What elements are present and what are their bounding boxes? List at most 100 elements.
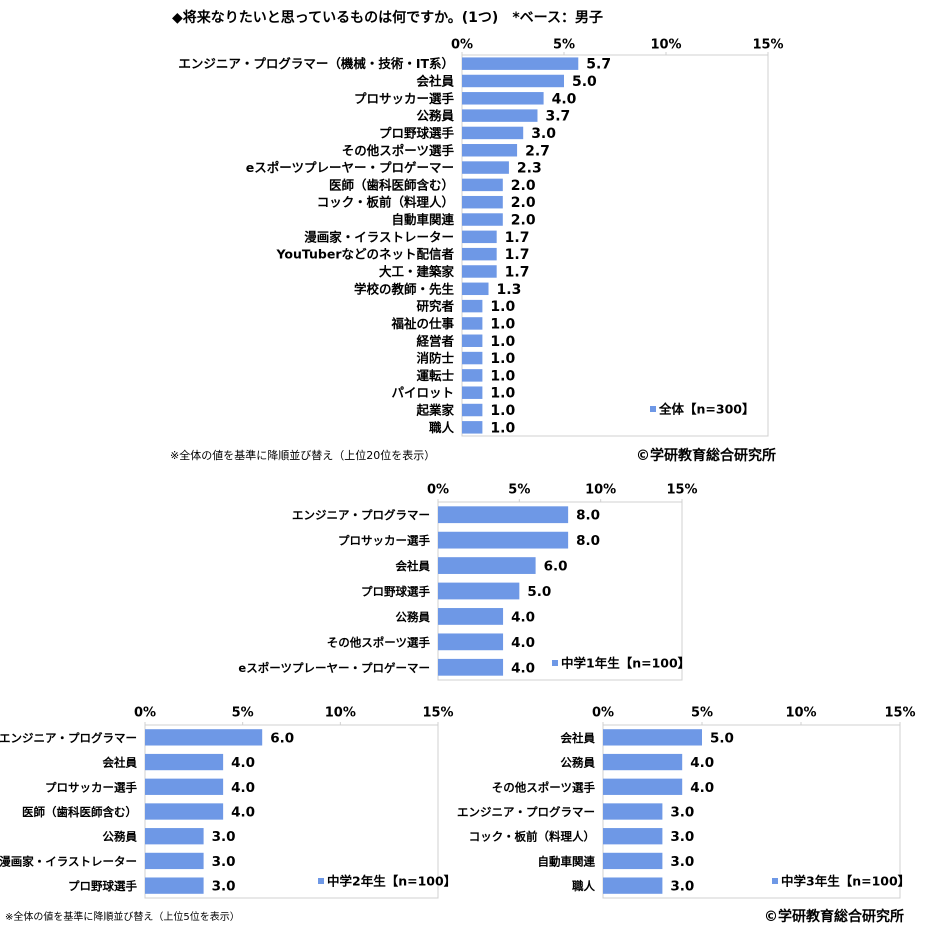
- y-tick-label: 公務員: [103, 830, 138, 844]
- y-tick-label: プロサッカー選手: [354, 91, 455, 106]
- bar: [438, 557, 536, 574]
- bar: [462, 74, 564, 88]
- value-label: 3.0: [531, 126, 556, 142]
- x-tick-label: 0%: [427, 483, 449, 498]
- value-label: 1.0: [490, 299, 515, 315]
- value-label: 1.7: [505, 247, 530, 263]
- value-label: 5.7: [586, 57, 611, 73]
- value-label: 4.0: [690, 755, 714, 771]
- value-label: 1.0: [490, 403, 515, 419]
- bar: [603, 753, 683, 771]
- bar: [145, 803, 224, 820]
- value-label: 6.0: [544, 559, 568, 575]
- y-tick-label: パイロット: [391, 385, 454, 400]
- plot-frame: [461, 54, 769, 437]
- bar: [462, 317, 483, 330]
- legend-marker: [650, 406, 656, 412]
- value-label: 4.0: [511, 635, 535, 651]
- x-tick-label: 10%: [325, 706, 356, 721]
- x-tick-label: 10%: [585, 483, 616, 498]
- y-tick-label: 漫画家・イラストレーター: [304, 229, 454, 244]
- bar: [462, 213, 503, 226]
- bar: [462, 178, 503, 192]
- value-label: 2.7: [525, 143, 550, 159]
- y-tick-label: eスポーツプレーヤー・プロゲーマー: [246, 160, 454, 175]
- bar: [462, 334, 483, 347]
- y-tick-label: YouTuberなどのネット配信者: [275, 247, 454, 262]
- x-tick-label: 15%: [422, 706, 453, 721]
- value-label: 8.0: [576, 508, 600, 524]
- y-tick-label: 運転士: [416, 368, 454, 383]
- bar: [603, 877, 663, 894]
- value-label: 1.0: [490, 316, 515, 332]
- bar: [603, 803, 663, 820]
- y-tick-label: eスポーツプレーヤー・プロゲーマー: [238, 661, 430, 675]
- credit: ©学研教育総合研究所: [636, 447, 776, 464]
- bar: [462, 92, 544, 105]
- value-label: 3.0: [670, 879, 694, 895]
- legend-label: 中学2年生【n=100】: [327, 874, 456, 889]
- value-label: 4.0: [231, 780, 255, 796]
- y-tick-label: エンジニア・プログラマー（機械・技術・IT系）: [178, 56, 454, 71]
- y-tick-label: 自動車関連: [538, 854, 596, 868]
- bar: [462, 57, 579, 70]
- y-tick-label: 漫画家・イラストレーター: [0, 854, 137, 868]
- value-label: 1.0: [490, 351, 515, 367]
- bar: [145, 828, 204, 845]
- bar: [462, 230, 497, 244]
- x-tick-label: 15%: [884, 706, 915, 721]
- legend-marker: [772, 878, 778, 884]
- y-tick-label: 消防士: [416, 351, 454, 366]
- bar: [462, 109, 538, 122]
- y-tick-label: プロサッカー選手: [45, 780, 137, 794]
- value-label: 8.0: [576, 533, 600, 549]
- x-tick-label: 5%: [553, 38, 575, 53]
- legend-label: 中学1年生【n=100】: [561, 656, 690, 671]
- bar: [462, 299, 483, 313]
- value-label: 5.0: [710, 730, 734, 746]
- y-tick-label: 自動車関連: [391, 212, 454, 227]
- bar: [462, 144, 518, 157]
- y-tick-label: その他スポーツ選手: [492, 780, 596, 794]
- value-label: 3.0: [212, 854, 236, 870]
- y-tick-label: プロ野球選手: [379, 125, 455, 140]
- y-tick-label: 起業家: [415, 403, 454, 418]
- y-tick-label: エンジニア・プログラマー: [292, 508, 430, 522]
- y-tick-label: 福祉の仕事: [390, 316, 454, 331]
- value-label: 3.0: [670, 854, 694, 870]
- bar: [438, 608, 504, 625]
- x-tick-label: 0%: [451, 38, 473, 53]
- y-tick-label: 会社員: [395, 559, 431, 573]
- bar: [438, 506, 569, 524]
- value-label: 3.0: [670, 805, 694, 821]
- bar: [603, 828, 663, 845]
- value-label: 1.3: [497, 282, 522, 298]
- bar: [462, 369, 483, 382]
- x-tick-label: 5%: [691, 706, 713, 721]
- bar: [438, 658, 504, 676]
- bar: [462, 161, 509, 174]
- bar: [145, 753, 224, 771]
- y-tick-label: コック・板前（料理人）: [317, 195, 454, 210]
- value-label: 2.0: [511, 195, 536, 211]
- y-tick-label: 大工・建築家: [379, 264, 455, 279]
- bar: [145, 729, 263, 746]
- y-tick-label: 職人: [429, 420, 455, 435]
- bar: [603, 778, 683, 795]
- value-label: 2.0: [511, 178, 536, 194]
- value-label: 6.0: [270, 730, 294, 746]
- bar: [145, 778, 224, 795]
- y-tick-label: 会社員: [102, 756, 138, 770]
- x-tick-label: 15%: [752, 38, 783, 53]
- legend-label: 全体【n=300】: [658, 402, 754, 417]
- y-tick-label: エンジニア・プログラマー: [0, 731, 137, 745]
- y-tick-label: 医師（歯科医師含む）: [22, 805, 137, 819]
- value-label: 1.0: [490, 334, 515, 350]
- value-label: 4.0: [552, 91, 577, 107]
- value-label: 1.7: [505, 230, 530, 246]
- bar: [438, 531, 569, 549]
- value-label: 4.0: [231, 755, 255, 771]
- bar: [462, 247, 497, 261]
- y-tick-label: 職人: [572, 879, 595, 893]
- y-tick-label: プロ野球選手: [68, 879, 137, 893]
